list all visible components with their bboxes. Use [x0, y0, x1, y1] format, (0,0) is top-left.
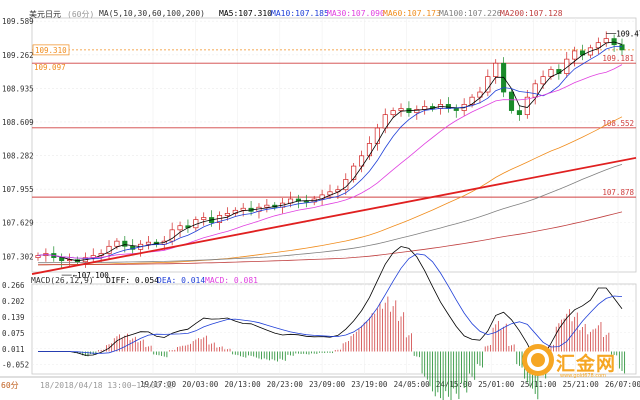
period-footer: 60分: [1, 381, 19, 390]
candle-body: [224, 213, 230, 216]
candle-body: [508, 91, 515, 111]
price-tick-label: 107.955: [2, 185, 34, 194]
candle-body: [619, 44, 625, 51]
candle-body: [366, 143, 373, 157]
candle-body: [485, 76, 491, 93]
macd-dea: DEA: 0.014: [157, 276, 206, 285]
time-tick-label: 23/09:00: [309, 380, 346, 389]
price-tick-label: 108.282: [2, 152, 34, 161]
ma30-label: MA30:107.090: [327, 9, 385, 18]
ma200-label: MA200:107.128: [500, 9, 563, 18]
candle-body: [114, 240, 120, 247]
macd-panel-frame: [31, 283, 637, 375]
candle-body: [177, 225, 183, 231]
macd-tick-label: 0.075: [2, 329, 25, 338]
ma-line-1: [37, 46, 623, 260]
time-tick-label: 20/13:00: [224, 380, 261, 389]
time-tick-label: 24/05:00: [394, 380, 431, 389]
high-price-label: 109.470: [616, 29, 640, 38]
price-tick-label: 109.589: [2, 17, 34, 26]
time-tick-label: 19/17:00: [140, 380, 177, 389]
macd-tick-label: 0.139: [2, 313, 25, 322]
last-price-label: 109.310: [35, 46, 67, 55]
ma-line-3: [37, 116, 623, 266]
price-tick-label: 108.935: [2, 84, 34, 93]
period-label: (60分): [67, 10, 95, 19]
candle-body: [303, 200, 309, 203]
time-tick-label: 20/03:00: [182, 380, 219, 389]
macd-diff: DIFF: 0.054: [106, 276, 159, 285]
time-tick-label: 23/19:00: [351, 380, 388, 389]
candle-body: [516, 110, 522, 116]
candle-body: [390, 110, 396, 116]
candle-body: [603, 38, 609, 44]
candle-body: [122, 240, 128, 247]
cursor-date: 18/2018/04/18 13:00~14:00 三: [40, 381, 174, 390]
candle-body: [532, 83, 538, 98]
ma100-label: MA100:107.226: [439, 9, 502, 18]
price-level-label: 107.878: [602, 188, 634, 197]
time-tick-label: 25/01:00: [478, 380, 515, 389]
time-tick-label: 20/23:00: [267, 380, 304, 389]
macd-diff-line: [38, 246, 623, 361]
candle-body: [106, 245, 112, 254]
ma-line-5: [38, 211, 623, 266]
symbol-title: 美元日元: [29, 10, 61, 19]
candle-body: [572, 50, 578, 60]
candle-body: [540, 76, 546, 85]
candle-body: [564, 58, 570, 74]
macd-tick-label: 0.202: [2, 297, 25, 306]
ma-line-4: [38, 164, 623, 264]
macd-tick-label: 0.266: [2, 281, 25, 290]
price-tick-label: 107.302: [2, 252, 34, 261]
macd-tick-label: 0.011: [2, 345, 25, 354]
candle-body: [453, 108, 459, 111]
ma5-label: MA5:107.310: [219, 9, 272, 18]
macd-dea-line: [38, 253, 623, 354]
candle-body: [398, 108, 404, 111]
last-price-box: [32, 44, 70, 56]
watermark-text: 汇金网: [556, 353, 617, 375]
price-tick-label: 109.262: [2, 51, 34, 60]
ma-params: MA(5,10,30,60,100,200): [99, 9, 205, 18]
candle-body: [35, 255, 41, 258]
ma60-label: MA60:107.173: [383, 9, 441, 18]
time-tick-label: 24/15:00: [436, 380, 473, 389]
candle-body: [477, 91, 483, 98]
candle-body: [240, 207, 246, 211]
secondary-price-label: 109.097: [34, 63, 66, 72]
macd-tick-label: -0.052: [2, 361, 29, 370]
candle-body: [351, 165, 357, 180]
price-panel-frame: [31, 17, 637, 273]
macd-value: MACD: 0.081: [205, 276, 258, 285]
time-tick-label: 25/11:00: [520, 380, 557, 389]
watermark-url: www.gold678.com: [560, 373, 607, 379]
candle-body: [374, 127, 380, 144]
candle-body: [264, 204, 270, 208]
candle-body: [145, 241, 152, 245]
time-tick-label: 26/07:00: [605, 380, 640, 389]
time-tick-label: 25/21:00: [563, 380, 600, 389]
candle-body: [524, 96, 530, 116]
trend-line: [31, 156, 637, 275]
low-price-label: ←107.100: [73, 271, 110, 280]
candle-body: [169, 229, 175, 242]
price-tick-label: 107.629: [2, 219, 34, 228]
price-level-label: 109.181: [602, 54, 634, 63]
macd-params: MACD(26,12,9): [31, 276, 94, 285]
candle-body: [595, 42, 601, 49]
watermark-logo-icon: [522, 344, 554, 376]
ma10-label: MA10:107.185: [271, 9, 329, 18]
candle-body: [201, 217, 207, 220]
candle-body: [493, 62, 499, 77]
candle-body: [359, 155, 365, 167]
price-level-label: 108.552: [602, 119, 634, 128]
price-tick-label: 108.609: [2, 118, 34, 127]
ma-line-0: [37, 41, 623, 262]
candle-body: [414, 109, 420, 113]
